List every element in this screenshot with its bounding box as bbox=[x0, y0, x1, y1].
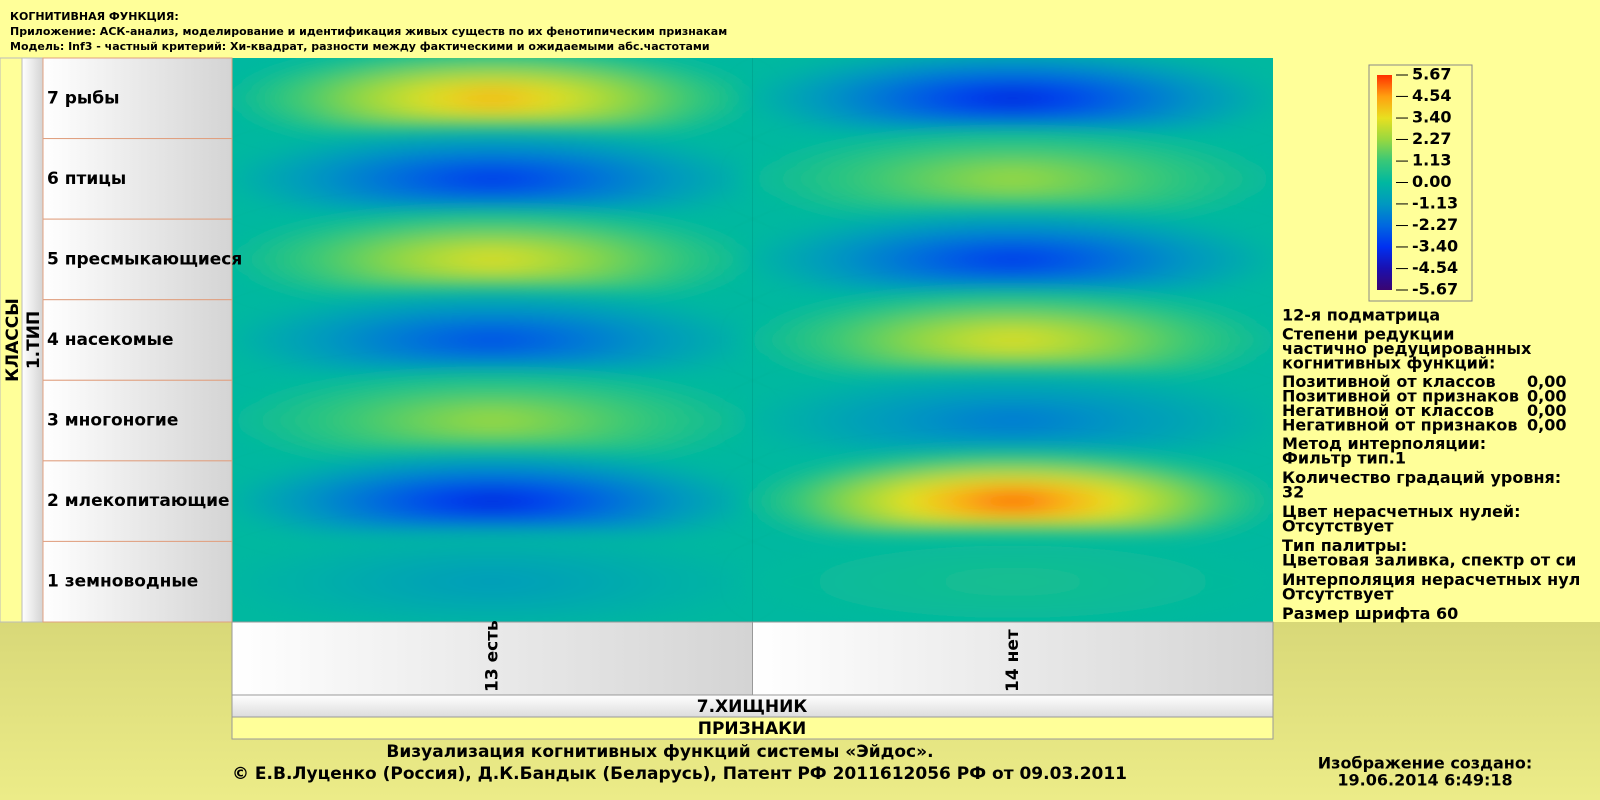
setting-line: Размер шрифта 60 bbox=[1282, 604, 1458, 623]
footer-line2: © Е.В.Луценко (Россия), Д.К.Бандык (Бела… bbox=[232, 764, 1127, 784]
colorbar-tick-label: 3.40 bbox=[1412, 108, 1451, 127]
heat-cell bbox=[742, 290, 1273, 390]
created-label: Изображение создано: bbox=[1318, 754, 1533, 773]
setting-line: Отсутствует bbox=[1282, 517, 1394, 536]
setting-line: Отсутствует bbox=[1282, 585, 1394, 604]
reduction-label: Позитивной от признаков bbox=[1282, 387, 1519, 406]
reduction-value: 0,00 bbox=[1527, 416, 1566, 435]
row-label: 7 рыбы bbox=[47, 88, 120, 108]
row-label-cell bbox=[42, 138, 233, 220]
setting-line: Тип палитры: bbox=[1282, 536, 1407, 555]
column-label: 13 есть bbox=[482, 620, 502, 692]
created-date: 19.06.2014 6:49:18 bbox=[1337, 771, 1512, 790]
colorbar-tick-label: 4.54 bbox=[1412, 86, 1451, 105]
heat-cell bbox=[742, 531, 1273, 622]
info-line: 12-я подматрица bbox=[1282, 306, 1440, 325]
setting-line: Цветовая заливка, спектр от си bbox=[1282, 551, 1576, 570]
row-label: 5 пресмыкающиеся bbox=[47, 249, 242, 269]
heat-cell bbox=[742, 128, 1273, 229]
setting-line: Цвет нерасчетных нулей: bbox=[1282, 502, 1521, 521]
row-label-cell bbox=[42, 299, 233, 381]
heat-cell bbox=[742, 451, 1273, 552]
footer-line1: Визуализация когнитивных функций системы… bbox=[386, 742, 933, 762]
setting-line: Фильтр тип.1 bbox=[1282, 449, 1406, 468]
row-label-cell bbox=[42, 540, 233, 623]
header-model: Модель: Inf3 - частный критерий: Хи-квад… bbox=[10, 40, 710, 53]
colorbar-tick-label: -3.40 bbox=[1412, 236, 1458, 255]
heat-cell bbox=[232, 370, 763, 471]
column-label-cell bbox=[752, 621, 1274, 696]
row-label: 2 млекопитающие bbox=[47, 491, 230, 511]
setting-line: Количество градаций уровня: bbox=[1282, 468, 1561, 487]
setting-line: Интерполяция нерасчетных нул bbox=[1282, 570, 1580, 589]
heat-cell bbox=[232, 290, 763, 390]
x-axis-title: ПРИЗНАКИ bbox=[698, 719, 807, 739]
header-title: КОГНИТИВНАЯ ФУНКЦИЯ: bbox=[10, 10, 179, 23]
heat-cell bbox=[232, 58, 763, 149]
row-label: 6 птицы bbox=[47, 169, 126, 189]
reduction-value: 0,00 bbox=[1527, 372, 1566, 391]
row-label-cell bbox=[42, 218, 233, 301]
info-line: Степени редукции bbox=[1282, 325, 1454, 344]
colorbar-tick-label: 2.27 bbox=[1412, 129, 1451, 148]
x-group-label: 7.ХИЩНИК bbox=[697, 697, 808, 717]
colorbar-tick-label: 5.67 bbox=[1412, 65, 1451, 84]
row-label: 1 земноводные bbox=[47, 572, 198, 592]
colorbar-tick-label: -1.13 bbox=[1412, 193, 1458, 212]
info-line: частично редуцированных bbox=[1282, 339, 1532, 358]
reduction-label: Негативной от признаков bbox=[1282, 416, 1518, 435]
reduction-value: 0,00 bbox=[1527, 387, 1566, 406]
row-label-cell bbox=[42, 379, 233, 462]
heat-cell bbox=[742, 370, 1273, 471]
header-app: Приложение: АСК-анализ, моделирование и … bbox=[10, 25, 727, 38]
y-group-label: 1.ТИП bbox=[24, 311, 44, 369]
info-line: когнитивных функций: bbox=[1282, 354, 1495, 373]
colorbar-tick-label: 0.00 bbox=[1412, 172, 1451, 191]
heat-cell bbox=[232, 128, 763, 229]
colorbar bbox=[1377, 75, 1392, 290]
row-label-cell bbox=[42, 460, 233, 542]
colorbar-tick-label: -5.67 bbox=[1412, 280, 1458, 299]
row-label-cell bbox=[42, 57, 233, 140]
x-title-cell bbox=[231, 716, 1274, 740]
setting-line: 32 bbox=[1282, 483, 1304, 502]
heat-cell bbox=[232, 531, 763, 622]
heat-cell bbox=[742, 58, 1273, 149]
y-axis-title: КЛАССЫ bbox=[3, 298, 23, 382]
setting-line: Метод интерполяции: bbox=[1282, 434, 1486, 453]
row-label: 4 насекомые bbox=[47, 330, 174, 350]
row-label: 3 многоногие bbox=[47, 411, 178, 431]
reduction-label: Негативной от классов bbox=[1282, 401, 1494, 420]
column-label-cell bbox=[231, 621, 753, 696]
colorbar-tick-label: -4.54 bbox=[1412, 258, 1458, 277]
column-label: 14 нет bbox=[1003, 629, 1023, 692]
heat-cell bbox=[232, 451, 763, 552]
heat-cell bbox=[232, 209, 763, 310]
reduction-value: 0,00 bbox=[1527, 401, 1566, 420]
colorbar-tick-label: 1.13 bbox=[1412, 151, 1451, 170]
colorbar-tick-label: -2.27 bbox=[1412, 215, 1458, 234]
reduction-label: Позитивной от классов bbox=[1282, 372, 1496, 391]
heat-cell bbox=[742, 209, 1273, 310]
heatmap bbox=[232, 58, 1273, 622]
